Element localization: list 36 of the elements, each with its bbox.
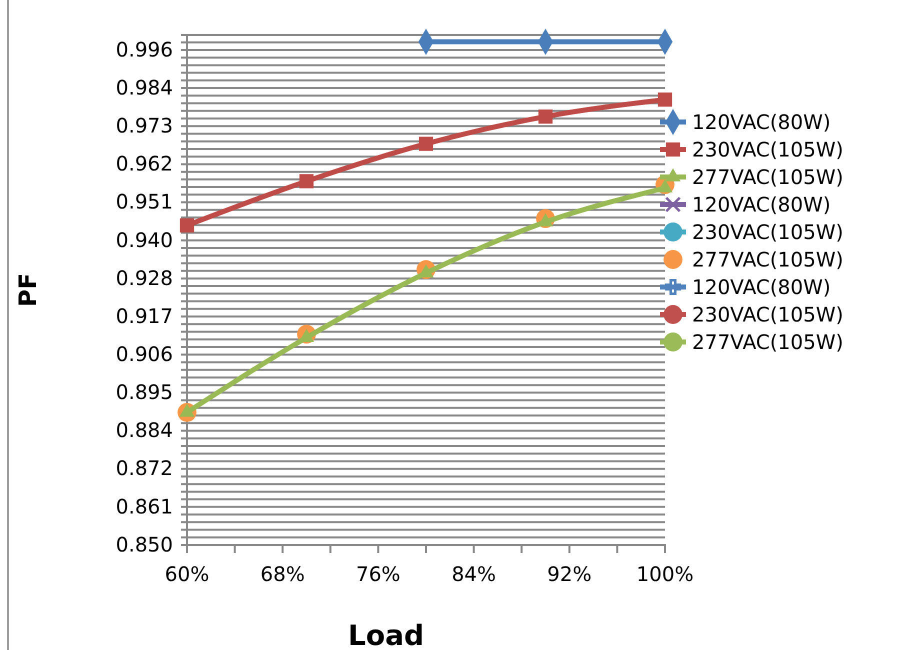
y-tick-label: 0.962: [116, 152, 173, 176]
y-tick-label: 0.850: [116, 532, 173, 556]
legend-label: 230VAC(105W): [692, 220, 844, 244]
y-axis-title: PF: [14, 273, 42, 307]
point: [658, 92, 672, 107]
legend-label: 120VAC(80W): [692, 110, 831, 134]
y-tick-label: 0.951: [116, 190, 173, 214]
y-tick-label: 0.872: [116, 456, 173, 480]
y-tick-label: 0.984: [116, 75, 173, 100]
legend-label: 120VAC(80W): [692, 275, 831, 299]
x-tick-label: 84%: [452, 562, 496, 586]
y-tick-label: 0.973: [116, 114, 173, 138]
x-tick-label: 92%: [547, 562, 592, 586]
y-tick-label: 0.861: [116, 494, 173, 518]
y-tick-label: 0.917: [116, 304, 173, 328]
x-tick-label: 68%: [260, 562, 305, 586]
point: [418, 136, 434, 151]
y-tick-label: 0.940: [116, 228, 173, 252]
legend-label: 230VAC(105W): [692, 138, 844, 162]
legend-label: 277VAC(105W): [692, 248, 844, 272]
legend-label: 230VAC(105W): [692, 302, 844, 326]
y-tick-label: 0.906: [116, 342, 173, 366]
x-tick-label: 60%: [164, 562, 210, 586]
point: [538, 110, 553, 124]
y-tick-label: 0.996: [116, 37, 173, 62]
legend-label: 277VAC(105W): [692, 165, 844, 189]
x-tick-label: 100%: [636, 562, 694, 586]
y-tick-label: 0.895: [116, 380, 173, 404]
legend-label: 120VAC(80W): [692, 192, 831, 216]
legend-label: 277VAC(105W): [692, 330, 844, 354]
x-axis-title: Load: [348, 619, 424, 650]
point: [299, 174, 314, 188]
x-tick-label: 76%: [356, 562, 400, 586]
point: [180, 218, 194, 232]
y-tick-label: 0.928: [116, 266, 173, 290]
y-tick-label: 0.884: [116, 418, 173, 442]
